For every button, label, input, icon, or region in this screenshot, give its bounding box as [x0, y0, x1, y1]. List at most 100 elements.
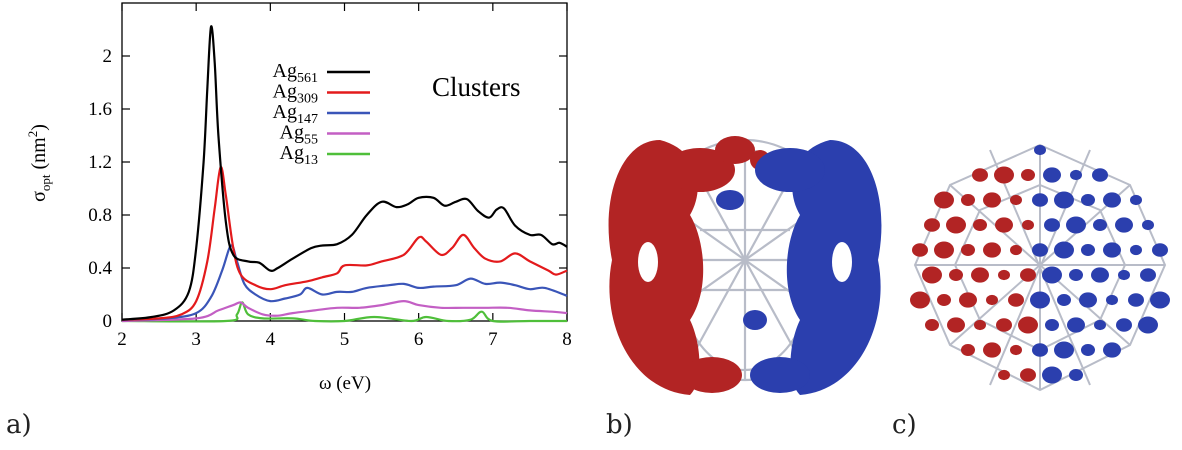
x-tick-label: 4	[266, 329, 276, 350]
cluster-density-side-view	[608, 136, 882, 395]
density-dot	[998, 369, 1010, 381]
density-dot	[912, 243, 928, 257]
density-dot	[1032, 343, 1048, 357]
legend-label-ag13: Ag13	[280, 142, 318, 168]
density-dot	[922, 266, 942, 284]
density-dot	[925, 319, 939, 331]
legend-label-ag309: Ag309	[273, 81, 318, 107]
density-dot	[1152, 243, 1168, 257]
density-dot	[1044, 218, 1060, 232]
y-label-close: )	[28, 124, 50, 131]
density-dot	[998, 269, 1010, 281]
density-dot	[1092, 168, 1108, 182]
density-dot	[1042, 366, 1062, 384]
density-dot	[973, 219, 987, 231]
density-dot	[1032, 243, 1048, 257]
density-dot	[1142, 219, 1154, 231]
x-tick-label: 2	[117, 329, 127, 350]
plot-frame	[121, 2, 568, 322]
axes	[121, 2, 568, 322]
density-dot	[996, 318, 1012, 332]
density-dot	[1010, 194, 1022, 206]
density-dot	[1022, 219, 1034, 231]
density-dot	[937, 294, 951, 306]
y-label-sub: opt	[38, 174, 53, 191]
panel-label-a: a)	[6, 410, 32, 440]
density-dot	[961, 244, 975, 256]
density-dot	[1081, 194, 1095, 206]
density-dot	[1103, 342, 1121, 358]
y-tick-label: 0.4	[88, 258, 112, 279]
density-dot	[1091, 267, 1109, 283]
density-dot	[1116, 318, 1132, 332]
density-dot	[1093, 219, 1107, 231]
panel-label-c: c)	[892, 410, 917, 440]
density-dot	[1034, 144, 1046, 156]
density-dot	[1066, 216, 1086, 234]
density-dot	[995, 217, 1013, 233]
density-dot	[972, 168, 988, 182]
density-dot	[1130, 244, 1142, 256]
x-axis-label: ω (eV)	[319, 373, 371, 394]
y-axis-label: σopt (nm2)	[25, 124, 53, 202]
density-dot	[986, 294, 998, 306]
y-tick-label: 0.8	[88, 205, 112, 226]
density-dot	[1079, 292, 1097, 308]
density-dot	[1008, 293, 1024, 307]
density-dot	[1057, 294, 1071, 306]
y-ticks: 0 0.4 0.8 1.2 1.6 2	[88, 46, 567, 332]
y-tick-label: 1.6	[88, 99, 112, 120]
density-dot	[1030, 291, 1050, 309]
density-dot	[924, 218, 940, 232]
series-line-ag55	[121, 300, 568, 323]
legend-label-ag55: Ag55	[280, 122, 318, 148]
density-dot	[959, 292, 977, 308]
density-dot	[1081, 244, 1095, 256]
density-dot	[983, 192, 1001, 208]
density-dot	[1032, 193, 1048, 207]
density-dot	[1069, 269, 1083, 281]
density-dot	[947, 317, 965, 333]
density-dot	[910, 291, 930, 309]
y-label-unit: (nm	[28, 137, 50, 175]
clusters-annotation: Clusters	[432, 72, 521, 102]
density-dot	[1020, 368, 1036, 382]
x-ticks: 2 3 4 5 6 7 8	[117, 3, 572, 350]
x-tick-label: 6	[414, 329, 424, 350]
density-dot	[934, 191, 954, 209]
lobe-holes-b	[638, 242, 852, 282]
series-line-ag309	[121, 166, 568, 321]
density-dot	[983, 342, 1001, 358]
legend-label-ag147: Ag147	[273, 101, 318, 127]
density-dot	[1070, 169, 1082, 181]
density-dot	[1042, 266, 1062, 284]
density-dot	[946, 216, 966, 234]
y-tick-label: 2	[103, 46, 113, 67]
density-dot	[1054, 241, 1074, 259]
density-dot	[961, 344, 975, 356]
legend-label-ag561: Ag561	[273, 60, 318, 86]
density-dot	[983, 242, 1001, 258]
density-dot	[1140, 268, 1156, 282]
x-tick-label: 5	[340, 329, 350, 350]
panel-label-b: b)	[606, 410, 633, 440]
density-dot	[1081, 344, 1095, 356]
x-tick-label: 7	[488, 329, 498, 350]
y-tick-label: 0	[103, 311, 113, 332]
density-dot	[1103, 192, 1121, 208]
density-dot	[934, 241, 954, 259]
density-dot	[1010, 344, 1022, 356]
density-dot	[1118, 269, 1130, 281]
density-dot	[1106, 294, 1118, 306]
y-label-sup: 2	[25, 131, 40, 138]
x-tick-label: 3	[191, 329, 201, 350]
density-dot	[1020, 268, 1036, 282]
series-lines	[121, 25, 568, 323]
density-dot	[971, 267, 989, 283]
density-dot	[1010, 244, 1022, 256]
density-dot	[1054, 341, 1074, 359]
density-dot	[1054, 191, 1074, 209]
density-dot	[1094, 319, 1106, 331]
